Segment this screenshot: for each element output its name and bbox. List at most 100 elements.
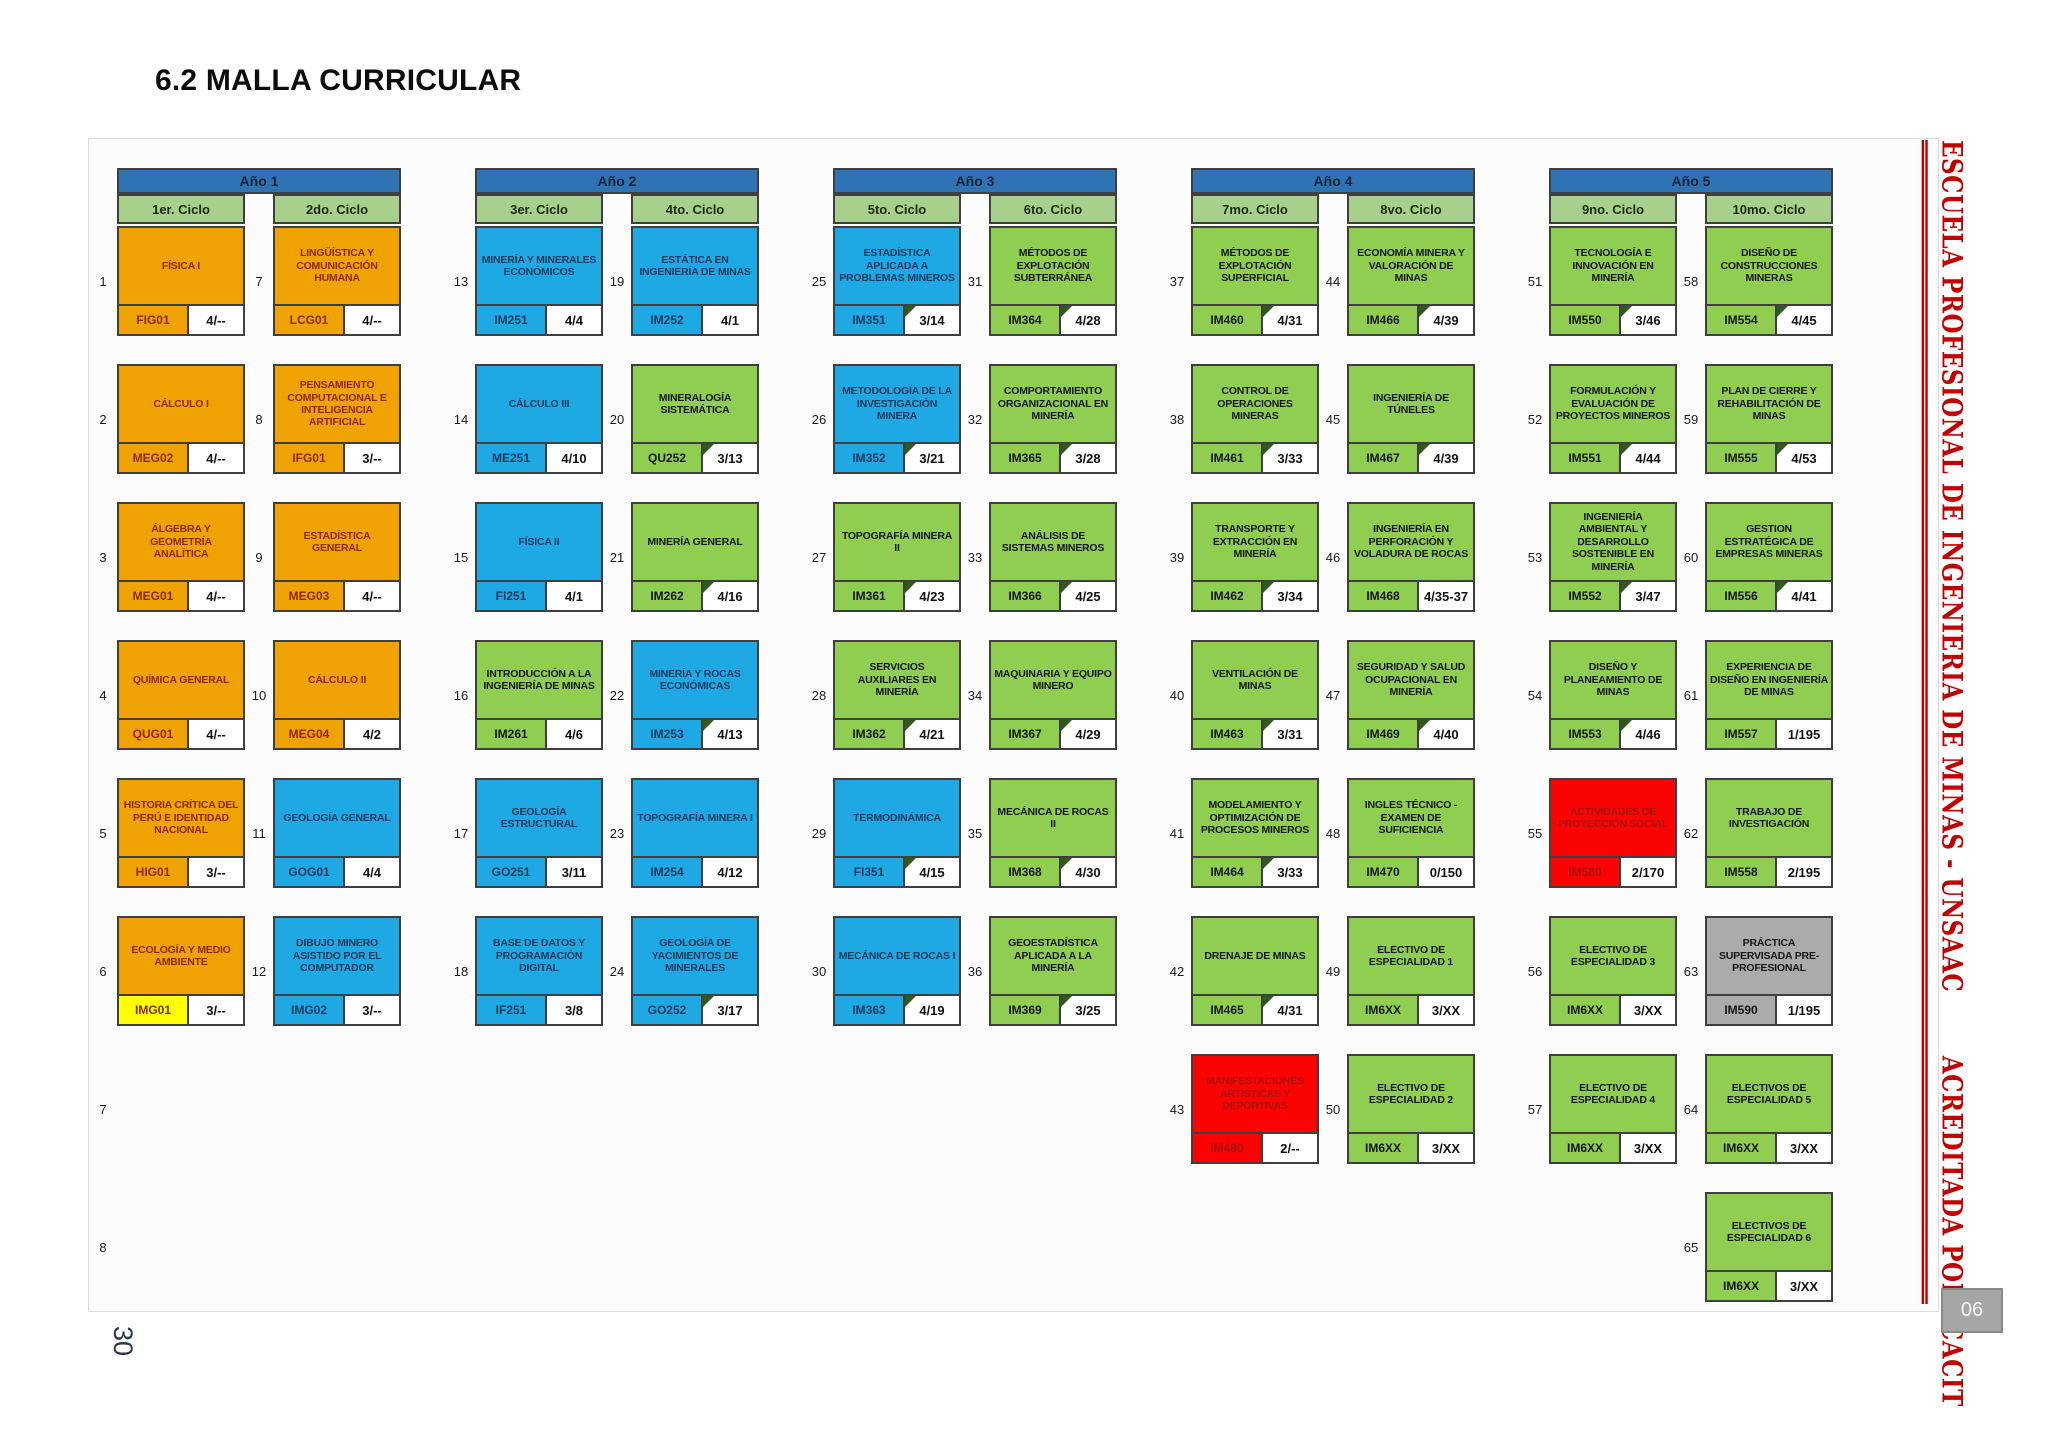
course-card: ACTIVIDADES DE PROYECCIÓN SOCIAL IM580 2/1… [1549,778,1677,888]
course-credits: 3/17 [703,996,757,1024]
course-title: ECONOMÍA MINERA Y VALORACIÓN DE MINAS [1349,228,1473,306]
course-credits: 3/XX [1621,1134,1675,1162]
course-code-row: IM366 4/25 [991,582,1115,610]
course-title: MANIFESTACIONES ARTÍSTICAS Y DEPORTIVAS [1193,1056,1317,1134]
course-credits: 2/170 [1621,858,1675,886]
course-card: PLAN DE CIERRE Y REHABILITACIÓN DE MINAS… [1705,364,1833,474]
course-code: IM552 [1551,582,1621,610]
course-credits: 4/30 [1061,858,1115,886]
prerequisite-notch-icon [905,306,916,317]
course-code-row: IM6XX 3/XX [1349,996,1473,1024]
course-code: IM461 [1193,444,1263,472]
course-title: FORMULACIÓN Y EVALUACIÓN DE PROYECTOS MI… [1551,366,1675,444]
course-number: 46 [1325,549,1341,565]
course-number: 52 [1527,411,1543,427]
course-code: IM555 [1707,444,1777,472]
course-credits: 3/XX [1621,996,1675,1024]
prerequisite-notch-icon [703,582,714,593]
course-title: PENSAMIENTO COMPUTACIONAL E INTELIGENCIA… [275,366,399,444]
course-code: FI251 [477,582,547,610]
course-title: MINERALOGÍA SISTEMÁTICA [633,366,757,444]
course-credits: 3/-- [189,996,243,1024]
course-credits: 4/41 [1777,582,1831,610]
course-title: VENTILACIÓN DE MINAS [1193,642,1317,720]
course-credits: 4/15 [905,858,959,886]
course-title: MODELAMIENTO Y OPTIMIZACIÓN DE PROCESOS … [1193,780,1317,858]
course-title: ESTADÍSTICA APLICADA A PROBLEMAS MINEROS [835,228,959,306]
course-code-row: IM254 4/12 [633,858,757,886]
prerequisite-notch-icon [1061,996,1072,1007]
course-card: ESTADÍSTICA GENERAL MEG03 4/-- [273,502,401,612]
course-code: IM466 [1349,306,1419,334]
course-credits: 4/1 [547,582,601,610]
prerequisite-notch-icon [703,444,714,455]
course-code: IM550 [1551,306,1621,334]
course-title: DISEÑO Y PLANEAMIENTO DE MINAS [1551,642,1675,720]
course-number: 43 [1169,1101,1185,1117]
course-code: IM6XX [1551,996,1621,1024]
course-title: ESTÁTICA EN INGENIERÍA DE MINAS [633,228,757,306]
course-code: IM554 [1707,306,1777,334]
prerequisite-notch-icon [905,444,916,455]
course-code: FIG01 [119,306,189,334]
course-number: 6 [99,963,107,979]
course-code-row: IM580 2/170 [1551,858,1675,886]
course-title: TERMODINÁMICA [835,780,959,858]
prerequisite-notch-icon [1263,858,1274,869]
page-number-badge: 06 [1941,1288,2003,1333]
course-credits: 4/6 [547,720,601,748]
course-code-row: IM556 4/41 [1707,582,1831,610]
course-code-row: IM464 3/33 [1193,858,1317,886]
prerequisite-notch-icon [1777,306,1788,317]
course-number: 5 [99,825,107,841]
course-code-row: HIG01 3/-- [119,858,243,886]
course-number: 64 [1683,1101,1699,1117]
course-code-row: IF251 3/8 [477,996,601,1024]
course-card: FÍSICA II FI251 4/1 [475,502,603,612]
course-code: GOG01 [275,858,345,886]
course-code: IM6XX [1707,1272,1777,1300]
course-code: IM251 [477,306,547,334]
course-credits: 3/XX [1777,1272,1831,1300]
course-card: MANIFESTACIONES ARTÍSTICAS Y DEPORTIVAS I… [1191,1054,1319,1164]
course-card: SERVICIOS AUXILIARES EN MINERÍA IM362 4/21 [833,640,961,750]
course-number: 45 [1325,411,1341,427]
course-card: ECOLOGÍA Y MEDIO AMBIENTE IMG01 3/-- [117,916,245,1026]
course-title: GEOLOGÍA DE YACIMIENTOS DE MINERALES [633,918,757,996]
prerequisite-notch-icon [1777,582,1788,593]
course-credits: 3/46 [1621,306,1675,334]
course-title: ELECTIVOS DE ESPECIALIDAD 5 [1707,1056,1831,1134]
course-code: IM468 [1349,582,1419,610]
course-code-row: FI351 4/15 [835,858,959,886]
course-title: ELECTIVO DE ESPECIALIDAD 4 [1551,1056,1675,1134]
course-card: CÁLCULO III ME251 4/10 [475,364,603,474]
course-code-row: MEG03 4/-- [275,582,399,610]
course-card: ELECTIVO DE ESPECIALIDAD 2 IM6XX 3/XX [1347,1054,1475,1164]
course-credits: 4/-- [189,720,243,748]
prerequisite-notch-icon [1419,720,1430,731]
course-title: METODOLOGÍA DE LA INVESTIGACIÓN MINERA [835,366,959,444]
course-number: 54 [1527,687,1543,703]
course-code-row: IM551 4/44 [1551,444,1675,472]
course-code-row: IFG01 3/-- [275,444,399,472]
course-credits: 3/33 [1263,444,1317,472]
course-code: IM6XX [1349,996,1419,1024]
year-header: Año 2 [475,168,759,194]
course-number: 2 [99,411,107,427]
prerequisite-notch-icon [1061,444,1072,455]
course-number: 14 [453,411,469,427]
course-title: PLAN DE CIERRE Y REHABILITACIÓN DE MINAS [1707,366,1831,444]
course-title: ÁLGEBRA Y GEOMETRÍA ANALÍTICA [119,504,243,582]
course-code-row: IM553 4/46 [1551,720,1675,748]
course-credits: 4/12 [703,858,757,886]
course-title: MECÁNICA DE ROCAS II [991,780,1115,858]
course-title: MECÁNICA DE ROCAS I [835,918,959,996]
course-code: IM480 [1193,1134,1263,1162]
course-code: MEG02 [119,444,189,472]
cycle-header: 2do. Ciclo [273,194,401,224]
course-card: LINGÜÍSTICA Y COMUNICACIÓN HUMANA LCG01 4/… [273,226,401,336]
course-code-row: GOG01 4/4 [275,858,399,886]
course-code-row: MEG04 4/2 [275,720,399,748]
course-code: IF251 [477,996,547,1024]
course-number: 32 [967,411,983,427]
